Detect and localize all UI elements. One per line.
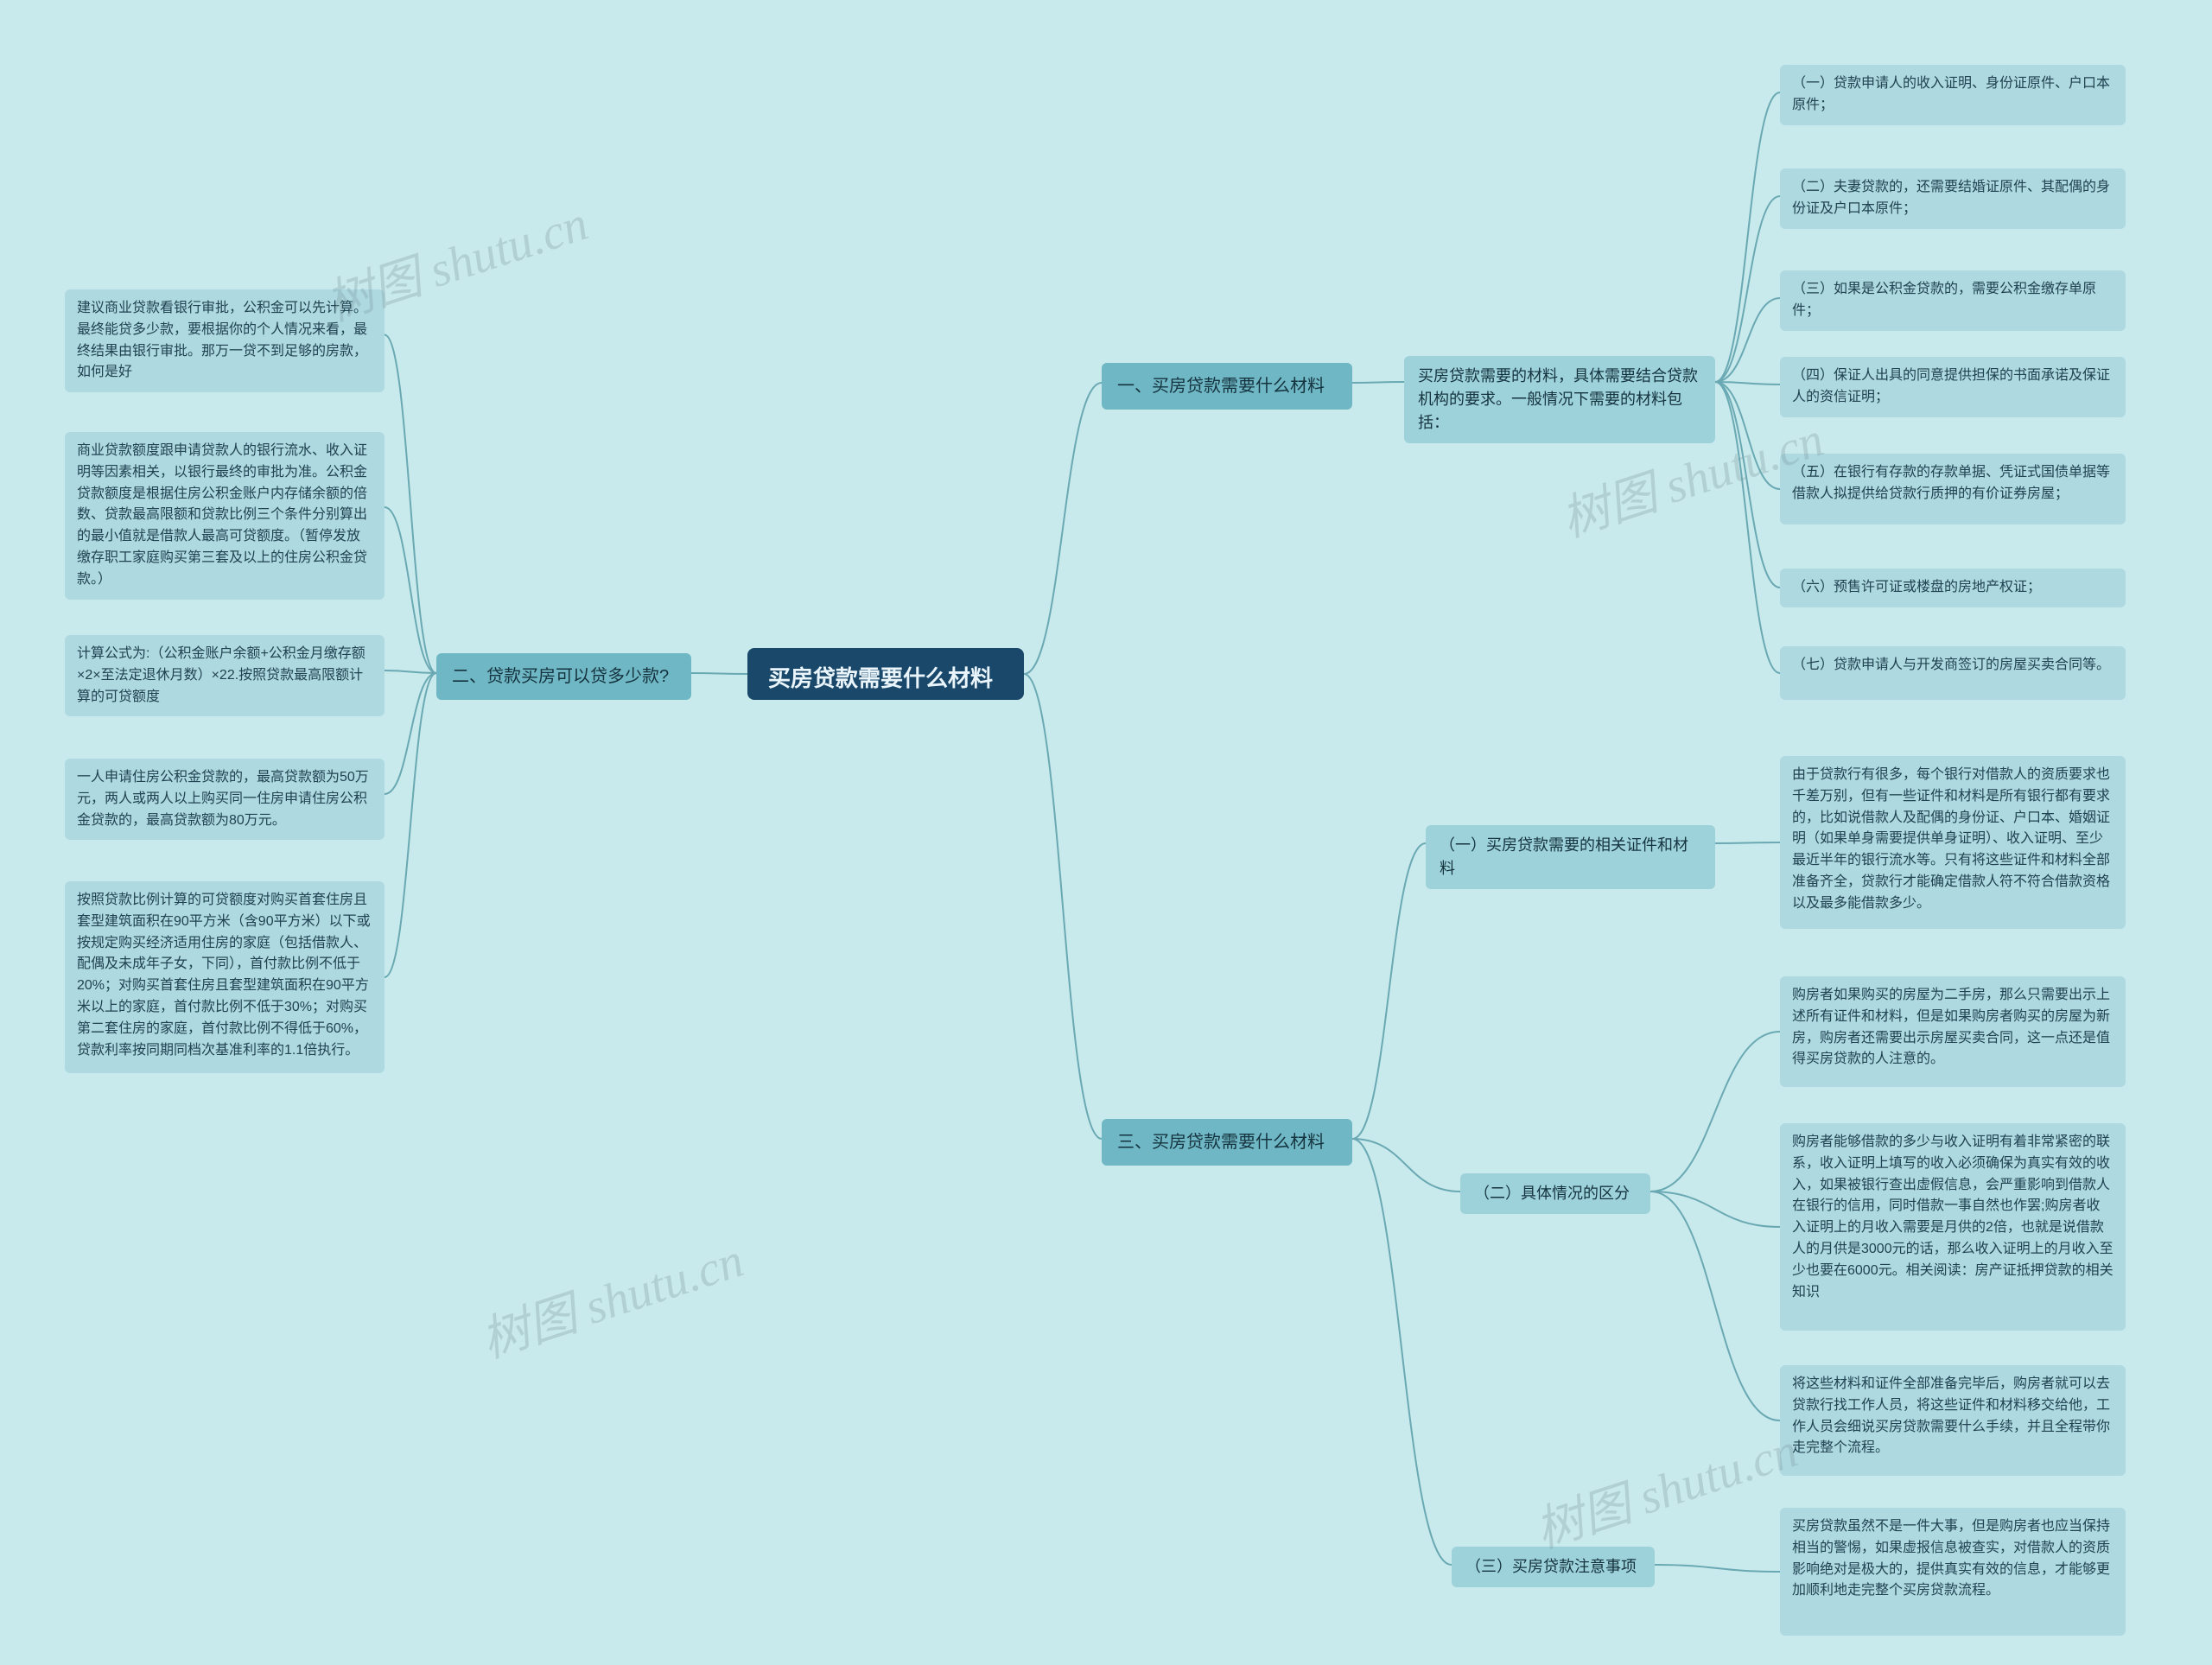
leaf-node[interactable]: 按照贷款比例计算的可贷额度对购买首套住房且套型建筑面积在90平方米（含90平方米… xyxy=(65,881,385,1073)
leaf-node[interactable]: 买房贷款虽然不是一件大事，但是购房者也应当保持相当的警惕，如果虚报信息被查实，对… xyxy=(1780,1508,2126,1636)
leaf-node[interactable]: （一）贷款申请人的收入证明、身份证原件、户口本原件； xyxy=(1780,65,2126,125)
leaf-node[interactable]: （四）保证人出具的同意提供担保的书面承诺及保证人的资信证明； xyxy=(1780,357,2126,417)
leaf-node[interactable]: （六）预售许可证或楼盘的房地产权证； xyxy=(1780,569,2126,607)
leaf-node[interactable]: （七）贷款申请人与开发商签订的房屋买卖合同等。 xyxy=(1780,646,2126,700)
subbranch-node[interactable]: 买房贷款需要的材料，具体需要结合贷款机构的要求。一般情况下需要的材料包括： xyxy=(1404,356,1715,443)
branch-node[interactable]: 二、贷款买房可以贷多少款? xyxy=(436,653,691,700)
branch-node[interactable]: 三、买房贷款需要什么材料 xyxy=(1102,1119,1352,1166)
leaf-node[interactable]: 一人申请住房公积金贷款的，最高贷款额为50万元，两人或两人以上购买同一住房申请住… xyxy=(65,759,385,840)
leaf-node[interactable]: 由于贷款行有很多，每个银行对借款人的资质要求也千差万别，但有一些证件和材料是所有… xyxy=(1780,756,2126,929)
leaf-node[interactable]: （三）如果是公积金贷款的，需要公积金缴存单原件； xyxy=(1780,270,2126,331)
branch-node[interactable]: 一、买房贷款需要什么材料 xyxy=(1102,363,1352,410)
watermark: 树图 shutu.cn xyxy=(1525,1411,1805,1561)
leaf-node[interactable]: 将这些材料和证件全部准备完毕后，购房者就可以去贷款行找工作人员，将这些证件和材料… xyxy=(1780,1365,2126,1476)
leaf-node[interactable]: 购房者如果购买的房屋为二手房，那么只需要出示上述所有证件和材料，但是如果购房者购… xyxy=(1780,976,2126,1087)
subbranch-node[interactable]: （三）买房贷款注意事项 xyxy=(1452,1547,1655,1587)
subbranch-node[interactable]: （一）买房贷款需要的相关证件和材料 xyxy=(1426,825,1715,889)
subbranch-node[interactable]: （二）具体情况的区分 xyxy=(1460,1173,1650,1214)
watermark: 树图 shutu.cn xyxy=(471,1221,751,1371)
leaf-node[interactable]: 建议商业贷款看银行审批，公积金可以先计算。最终能贷多少款，要根据你的个人情况来看… xyxy=(65,289,385,392)
leaf-node[interactable]: 计算公式为:（公积金账户余额+公积金月缴存额×2×至法定退休月数）×22.按照贷… xyxy=(65,635,385,716)
leaf-node[interactable]: （五）在银行有存款的存款单据、凭证式国债单据等借款人拟提供给贷款行质押的有价证券… xyxy=(1780,454,2126,524)
leaf-node[interactable]: （二）夫妻贷款的，还需要结婚证原件、其配偶的身份证及户口本原件； xyxy=(1780,168,2126,229)
leaf-node[interactable]: 商业贷款额度跟申请贷款人的银行流水、收入证明等因素相关，以银行最终的审批为准。公… xyxy=(65,432,385,600)
leaf-node[interactable]: 购房者能够借款的多少与收入证明有着非常紧密的联系，收入证明上填写的收入必须确保为… xyxy=(1780,1123,2126,1331)
mindmap-root[interactable]: 买房贷款需要什么材料 xyxy=(747,648,1024,700)
